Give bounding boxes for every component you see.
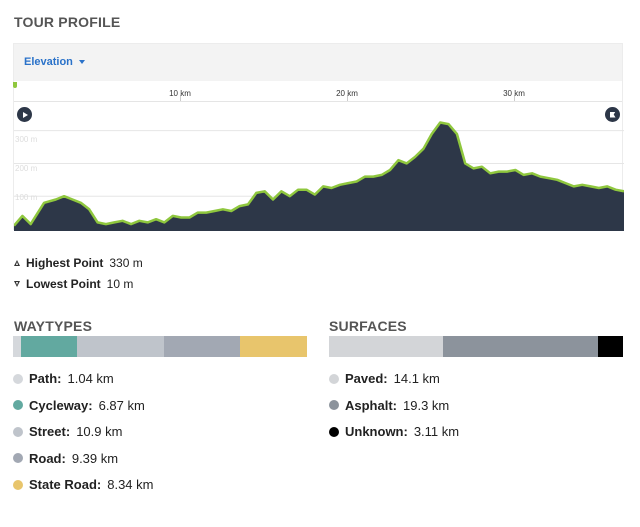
elevation-tick-label: 300 m	[15, 135, 38, 144]
bar-segment[interactable]	[329, 336, 443, 357]
finish-button[interactable]	[605, 107, 620, 122]
km-tick-label: 20 km	[336, 89, 358, 98]
legend-item: State Road: 8.34 km	[13, 477, 153, 492]
triangle-up-icon	[14, 260, 20, 266]
bar-segment[interactable]	[239, 336, 307, 357]
elevation-area-chart	[14, 121, 624, 231]
surfaces-bar	[329, 336, 623, 357]
waytypes-bar	[13, 336, 307, 357]
legend-value: 1.04 km	[67, 371, 114, 386]
distance-axis: 10 km 20 km 30 km	[14, 81, 622, 102]
elevation-line	[14, 121, 624, 227]
tick-line	[180, 95, 181, 101]
bar-segment[interactable]	[164, 336, 240, 357]
legend-item: Path: 1.04 km	[13, 371, 114, 386]
legend-value: 19.3 km	[403, 397, 450, 413]
legend-value: 10.9 km	[76, 424, 123, 439]
highest-point-label: Highest Point	[26, 256, 104, 270]
color-dot-icon	[13, 426, 23, 437]
color-dot-icon	[329, 373, 339, 384]
legend-label: Unknown:	[345, 424, 408, 439]
tick-line	[514, 95, 515, 101]
triangle-down-icon	[14, 281, 20, 287]
elevation-area	[14, 122, 624, 231]
bar-segment[interactable]	[21, 336, 77, 357]
legend-item: Paved: 14.1 km	[329, 371, 440, 386]
highest-point-value: 330 m	[109, 256, 143, 270]
bar-segment[interactable]	[597, 336, 623, 357]
color-dot-icon	[329, 426, 339, 437]
color-dot-icon	[329, 400, 339, 410]
legend-label: Paved:	[345, 371, 388, 386]
legend-item: Cycleway: 6.87 km	[13, 398, 145, 413]
color-dot-icon	[13, 479, 23, 490]
profile-header: Elevation	[14, 44, 622, 81]
km-tick-label: 30 km	[503, 89, 525, 98]
legend-item: Unknown: 3.11 km	[329, 424, 459, 439]
tour-profile-chart: Elevation 10 km 20 km 30 km 300 m 200 m …	[13, 43, 624, 231]
legend-value: 6.87 km	[98, 397, 145, 413]
legend-value: 14.1 km	[393, 371, 440, 386]
surfaces-title: SURFACES	[329, 318, 407, 334]
tour-profile-title: TOUR PROFILE	[14, 14, 121, 30]
color-dot-icon	[13, 373, 23, 384]
km-tick-label: 10 km	[169, 89, 191, 98]
legend-label: Road:	[29, 450, 66, 466]
legend-item: Asphalt: 19.3 km	[329, 398, 449, 413]
caret-down-icon	[78, 60, 85, 64]
highest-point-stat: Highest Point 330 m	[14, 256, 143, 270]
lowest-point-stat: Lowest Point 10 m	[14, 277, 133, 291]
elevation-dropdown[interactable]: Elevation	[24, 56, 85, 68]
bar-segment[interactable]	[442, 336, 598, 357]
legend-label: Street:	[29, 424, 71, 439]
color-dot-icon	[13, 453, 23, 463]
color-dot-icon	[13, 400, 23, 410]
legend-value: 9.39 km	[71, 450, 119, 466]
lowest-point-label: Lowest Point	[26, 277, 101, 291]
tick-line	[347, 95, 348, 101]
legend-item: Road: 9.39 km	[13, 451, 118, 466]
legend-value: 8.34 km	[107, 477, 154, 492]
elevation-dropdown-label: Elevation	[24, 56, 73, 68]
legend-label: Path:	[29, 371, 62, 386]
lowest-point-value: 10 m	[106, 277, 134, 291]
play-icon	[23, 111, 28, 118]
legend-item: Street: 10.9 km	[13, 424, 122, 439]
finish-flag-icon	[609, 111, 616, 118]
legend-label: Asphalt:	[345, 397, 397, 413]
bar-segment[interactable]	[76, 336, 165, 357]
elevation-tick-label: 200 m	[15, 164, 38, 173]
waytypes-title: WAYTYPES	[14, 318, 93, 334]
legend-value: 3.11 km	[413, 424, 460, 439]
legend-label: Cycleway:	[29, 397, 93, 413]
bar-segment[interactable]	[13, 336, 22, 357]
start-marker[interactable]	[13, 82, 17, 88]
legend-label: State Road:	[29, 477, 102, 492]
elevation-tick-label: 100 m	[15, 193, 38, 202]
play-button[interactable]	[17, 107, 32, 122]
